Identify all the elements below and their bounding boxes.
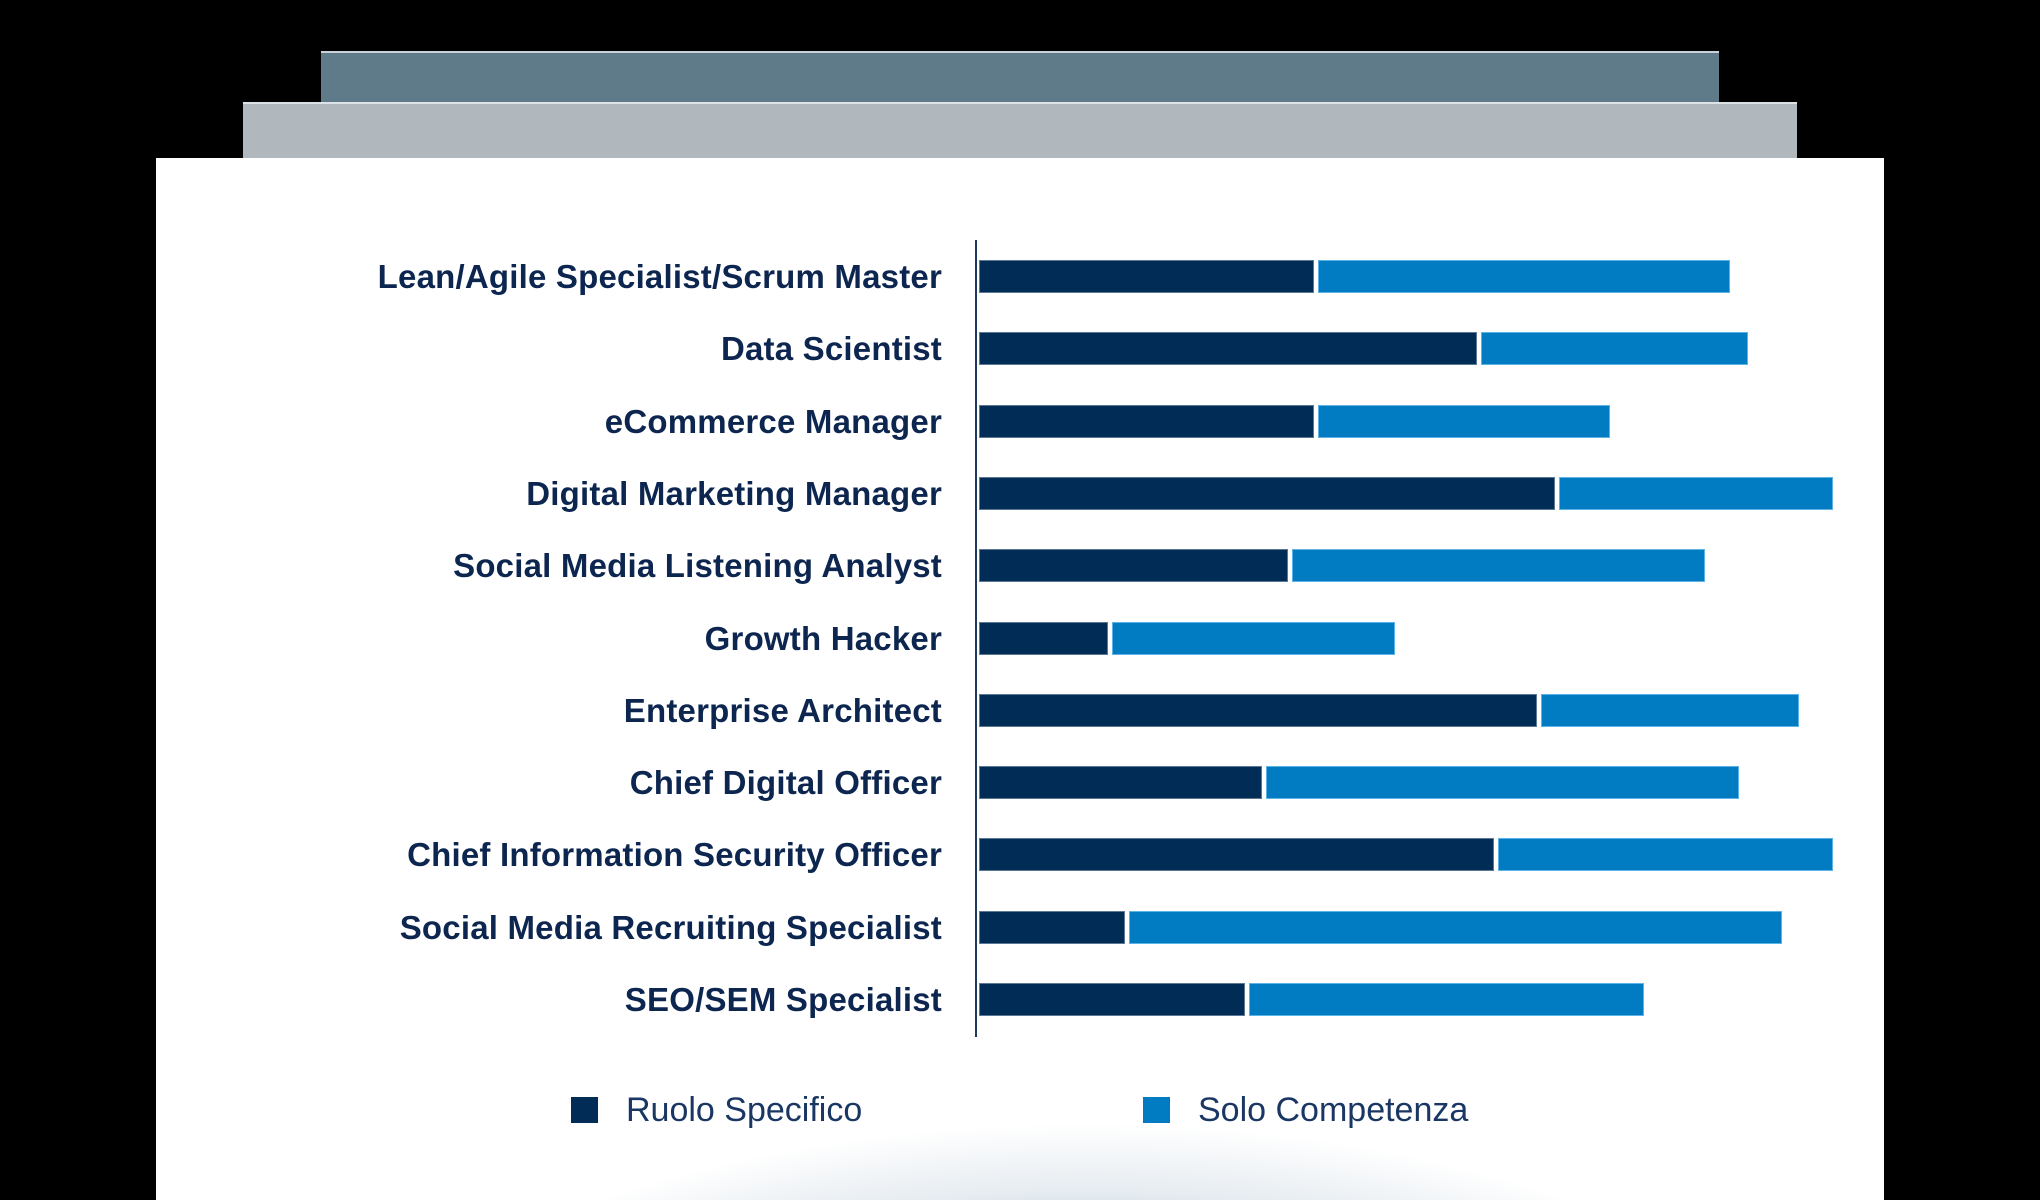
bar-ruolo-specifico: [979, 983, 1246, 1016]
legend-label: Solo Competenza: [1198, 1090, 1469, 1129]
bar-solo-competenza: [1292, 549, 1705, 583]
chart-row: Lean/Agile Specialist/Scrum Master: [0, 258, 2040, 295]
bar-ruolo-specifico: [979, 476, 1555, 510]
chart-row: Data Scientist: [0, 330, 2040, 367]
category-label: Enterprise Architect: [623, 691, 942, 729]
chart-row: SEO/SEM Specialist: [0, 981, 2040, 1018]
bar-solo-competenza: [1318, 404, 1611, 438]
bar-solo-competenza: [1481, 332, 1748, 366]
bar-ruolo-specifico: [979, 260, 1314, 293]
bar-ruolo-specifico: [979, 404, 1314, 438]
legend-swatch-light-icon: [1143, 1097, 1170, 1123]
category-axis-line: [975, 240, 977, 1037]
bar-solo-competenza: [1541, 693, 1800, 727]
legend-label: Ruolo Specifico: [626, 1090, 863, 1129]
bar-ruolo-specifico: [979, 621, 1108, 655]
category-label: Digital Marketing Manager: [526, 474, 942, 512]
category-label: SEO/SEM Specialist: [624, 981, 942, 1018]
bar-ruolo-specifico: [979, 838, 1495, 872]
bar-ruolo-specifico: [979, 332, 1478, 366]
chart-row: Enterprise Architect: [0, 692, 2040, 729]
category-label: Chief Information Security Officer: [407, 836, 942, 874]
bar-ruolo-specifico: [979, 549, 1289, 583]
chart-row: Digital Marketing Manager: [0, 475, 2040, 512]
legend: Ruolo Specifico Solo Competenza: [0, 1085, 2040, 1135]
bar-solo-competenza: [1558, 476, 1834, 510]
category-label: Growth Hacker: [704, 619, 942, 657]
bar-solo-competenza: [1266, 766, 1739, 800]
chart-row: Growth Hacker: [0, 620, 2040, 657]
bar-solo-competenza: [1129, 910, 1782, 944]
bar-solo-competenza: [1111, 621, 1396, 655]
chart-row: Social Media Recruiting Specialist: [0, 909, 2040, 946]
bar-ruolo-specifico: [979, 910, 1126, 944]
chart-panel: [156, 158, 1884, 1200]
header-band-light: [243, 102, 1797, 158]
legend-item-solo-competenza: Solo Competenza: [1143, 1085, 1468, 1135]
chart-row: eCommerce Manager: [0, 403, 2040, 440]
category-label: Social Media Listening Analyst: [453, 547, 942, 585]
bar-solo-competenza: [1249, 983, 1645, 1016]
category-label: eCommerce Manager: [604, 402, 942, 440]
category-label: Lean/Agile Specialist/Scrum Master: [377, 258, 942, 295]
category-label: Social Media Recruiting Specialist: [399, 908, 942, 946]
category-label: Data Scientist: [720, 330, 942, 368]
bar-ruolo-specifico: [979, 766, 1263, 800]
bar-ruolo-specifico: [979, 693, 1538, 727]
chart-row: Chief Digital Officer: [0, 764, 2040, 801]
legend-swatch-dark-icon: [571, 1097, 598, 1123]
chart-row: Social Media Listening Analyst: [0, 547, 2040, 584]
bar-solo-competenza: [1498, 838, 1834, 872]
category-label: Chief Digital Officer: [629, 764, 942, 802]
chart-row: Chief Information Security Officer: [0, 836, 2040, 873]
bar-solo-competenza: [1318, 260, 1731, 293]
header-band-dark: [321, 51, 1719, 103]
legend-item-ruolo-specifico: Ruolo Specifico: [571, 1085, 862, 1135]
